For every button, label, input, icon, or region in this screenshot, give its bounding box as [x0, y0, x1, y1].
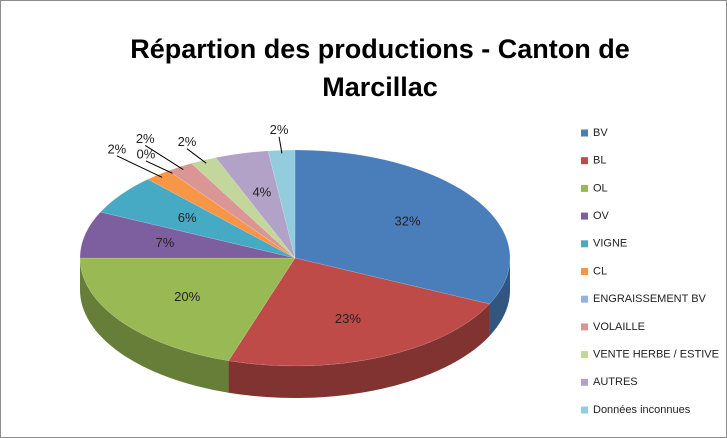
- legend-label: BV: [593, 127, 608, 139]
- data-label: 7%: [156, 235, 175, 250]
- leader-line: [186, 148, 207, 164]
- data-label: 32%: [395, 214, 421, 229]
- data-label: 20%: [174, 289, 200, 304]
- slice: [215, 150, 296, 259]
- legend-swatch: [581, 378, 588, 386]
- legend-swatch: [581, 323, 588, 331]
- slice: [99, 178, 296, 259]
- slice: [190, 157, 296, 259]
- chart-title: Répartion des productions - Canton de Ma…: [130, 34, 630, 102]
- legend-label: OL: [593, 182, 608, 194]
- data-label: 2%: [178, 134, 197, 149]
- data-label: 2%: [270, 122, 289, 137]
- slice: [79, 257, 296, 361]
- slice-side: [489, 258, 510, 336]
- legend-label: ENGRAISSEMENT BV: [593, 293, 707, 305]
- legend-label: VENTE HERBE / ESTIVE: [593, 349, 719, 361]
- data-label: 23%: [335, 311, 361, 326]
- data-label: 2%: [136, 131, 155, 146]
- legend-label: BL: [593, 155, 606, 167]
- slice-side: [228, 303, 490, 399]
- legend-swatch: [581, 406, 588, 414]
- legend-swatch: [581, 212, 588, 220]
- slice: [294, 149, 511, 305]
- legend-swatch: [581, 268, 588, 275]
- legend-swatch: [581, 129, 588, 137]
- legend-label: Données inconnues: [593, 404, 691, 416]
- leader-line: [145, 160, 173, 174]
- legend-swatch: [581, 240, 588, 248]
- legend-swatch: [581, 295, 588, 303]
- data-label: 4%: [252, 185, 271, 200]
- legend-label: CL: [593, 265, 607, 277]
- legend-swatch: [581, 184, 588, 192]
- data-label: 2%: [107, 141, 126, 156]
- slice: [79, 211, 296, 259]
- legend-swatch: [581, 351, 588, 359]
- legend-label: AUTRES: [593, 376, 638, 388]
- slice: [228, 257, 491, 367]
- legend-label: VIGNE: [593, 238, 627, 250]
- leader-line: [278, 136, 283, 154]
- legend-swatch: [581, 157, 588, 165]
- data-label: 0%: [136, 146, 155, 161]
- data-label: 6%: [178, 210, 197, 225]
- legend-label: VOLAILLE: [593, 321, 645, 333]
- leader-line: [144, 145, 184, 170]
- slice-side: [80, 258, 229, 393]
- legend-label: OV: [593, 210, 610, 222]
- leader-line: [116, 155, 163, 178]
